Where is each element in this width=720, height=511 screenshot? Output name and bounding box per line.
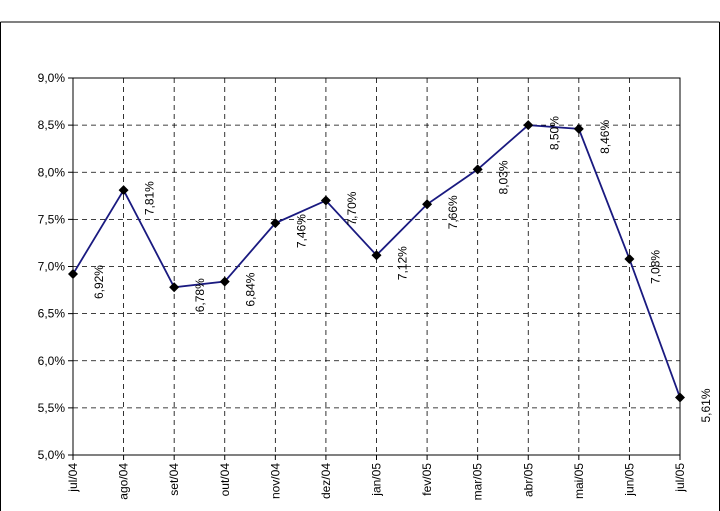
data-point bbox=[270, 218, 281, 229]
data-label: 6,92% bbox=[92, 265, 106, 299]
x-tick-label: out/04 bbox=[218, 463, 232, 497]
data-label: 6,84% bbox=[244, 272, 258, 306]
data-point bbox=[371, 250, 382, 261]
x-tick-label: dez/04 bbox=[319, 463, 333, 499]
x-tick-label: jul/05 bbox=[673, 463, 687, 493]
data-point bbox=[422, 199, 433, 210]
y-tick-label: 8,5% bbox=[38, 118, 66, 132]
y-tick-label: 6,5% bbox=[38, 307, 66, 321]
data-point bbox=[624, 253, 635, 264]
data-labels: 6,92% 7,81% 6,78% 6,84% 7,46% 7,70% 7,12% 7,66%… bbox=[92, 116, 713, 423]
data-point bbox=[219, 276, 230, 287]
x-tick-label: jul/04 bbox=[66, 463, 80, 493]
y-tick-label: 5,0% bbox=[38, 448, 66, 462]
x-tick-label: ago/04 bbox=[117, 463, 131, 500]
data-label: 6,78% bbox=[193, 278, 207, 312]
x-tick-label: mai/05 bbox=[572, 463, 586, 499]
data-label: 8,46% bbox=[598, 120, 612, 154]
x-tick-label: jun/05 bbox=[622, 463, 636, 497]
data-point bbox=[472, 164, 483, 175]
data-point bbox=[169, 282, 180, 293]
series-layer bbox=[68, 120, 685, 403]
data-point bbox=[68, 269, 78, 280]
y-tick-label: 5,5% bbox=[38, 401, 66, 415]
y-tick-label: 7,5% bbox=[38, 212, 66, 226]
data-label: 7,08% bbox=[648, 250, 662, 284]
data-label: 7,12% bbox=[396, 246, 410, 280]
data-point bbox=[118, 185, 129, 196]
data-label: 8,50% bbox=[547, 116, 561, 150]
y-axis-ticks: 5,0% 5,5% 6,0% 6,5% 7,0% 7,5% 8,0% 8,5% 9,0% bbox=[38, 71, 73, 462]
x-tick-label: abr/05 bbox=[521, 463, 535, 497]
x-tick-label: set/04 bbox=[167, 463, 181, 496]
y-tick-label: 9,0% bbox=[38, 71, 66, 85]
data-label: 7,70% bbox=[345, 191, 359, 225]
chart-area-border bbox=[0, 21, 720, 511]
data-label: 7,66% bbox=[446, 195, 460, 229]
data-point bbox=[573, 123, 584, 134]
y-tick-label: 7,0% bbox=[38, 260, 66, 274]
data-point bbox=[320, 195, 331, 206]
x-tick-label: mar/05 bbox=[471, 463, 485, 501]
data-point bbox=[675, 392, 685, 403]
y-tick-label: 6,0% bbox=[38, 354, 66, 368]
data-label: 7,81% bbox=[143, 181, 157, 215]
data-label: 5,61% bbox=[699, 388, 713, 422]
y-tick-label: 8,0% bbox=[38, 165, 66, 179]
data-label: 7,46% bbox=[294, 214, 308, 248]
x-tick-label: fev/05 bbox=[420, 463, 434, 496]
data-point bbox=[523, 120, 534, 131]
x-tick-label: jan/05 bbox=[370, 463, 384, 497]
x-tick-label: nov/04 bbox=[268, 463, 282, 499]
data-label: 8,03% bbox=[497, 160, 511, 194]
x-axis-ticks: jul/04 ago/04 set/04 out/04 nov/04 dez/04 jan/… bbox=[66, 455, 687, 500]
